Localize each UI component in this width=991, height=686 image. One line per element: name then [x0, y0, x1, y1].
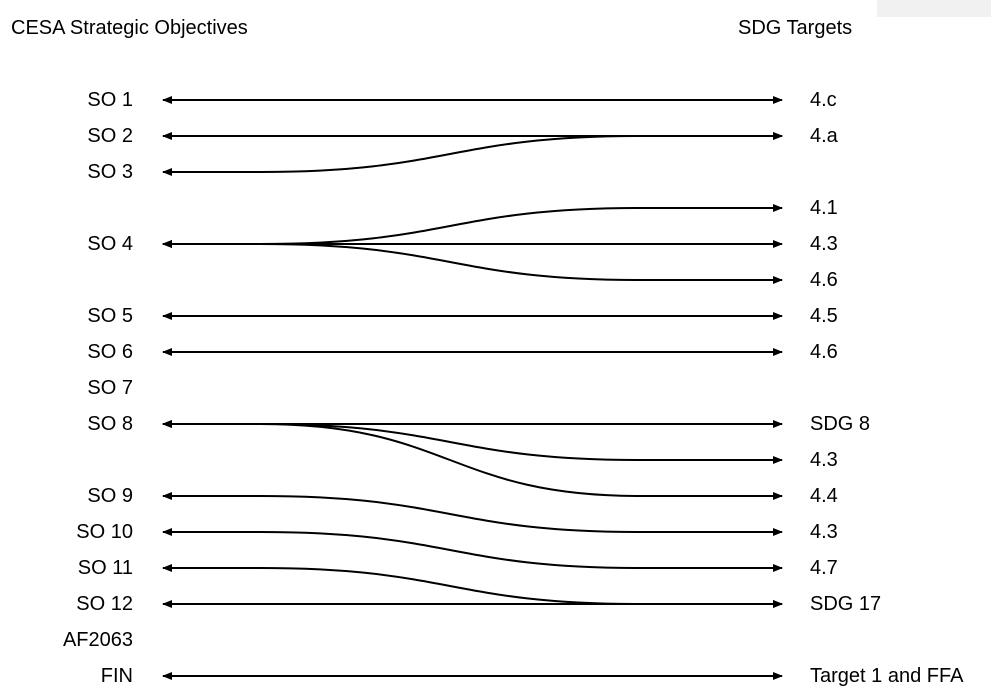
objective-label: SO 1 — [87, 89, 133, 111]
target-label: 4.7 — [810, 557, 838, 579]
target-label: 4.3 — [810, 233, 838, 255]
target-label: 4.4 — [810, 485, 838, 507]
objective-label: SO 5 — [87, 305, 133, 327]
link-arrow — [162, 420, 783, 464]
corner-box — [877, 0, 991, 17]
objective-label: SO 7 — [87, 377, 133, 399]
target-label: 4.3 — [810, 521, 838, 543]
objectives-header: CESA Strategic Objectives — [11, 17, 248, 39]
link-arrow — [162, 132, 783, 176]
objective-label: SO 8 — [87, 413, 133, 435]
objective-label: SO 3 — [87, 161, 133, 183]
link-arrow — [162, 492, 783, 536]
target-label: 4.6 — [810, 269, 838, 291]
objective-label: SO 9 — [87, 485, 133, 507]
link-arrow — [162, 564, 783, 608]
link-arrow — [162, 240, 783, 284]
target-label: 4.1 — [810, 197, 838, 219]
target-label: 4.a — [810, 125, 838, 147]
target-label: 4.3 — [810, 449, 838, 471]
target-label: SDG 8 — [810, 413, 871, 435]
targets-header: SDG Targets — [738, 17, 853, 39]
link-arrow — [162, 204, 783, 248]
target-label: 4.5 — [810, 305, 838, 327]
target-label: 4.c — [810, 89, 837, 111]
objective-label: SO 2 — [87, 125, 133, 147]
link-arrow — [162, 528, 783, 572]
target-label: 4.6 — [810, 341, 838, 363]
target-label: Target 1 and FFA — [810, 665, 964, 686]
objective-label: SO 11 — [77, 557, 133, 579]
objective-label: SO 4 — [87, 233, 133, 255]
objective-label: SO 12 — [76, 593, 133, 615]
objective-label: SO 10 — [76, 521, 133, 543]
objective-label: SO 6 — [87, 341, 133, 363]
objective-label: AF2063 — [62, 629, 133, 651]
objective-label: FIN — [100, 665, 133, 686]
target-label: SDG 17 — [810, 593, 882, 615]
